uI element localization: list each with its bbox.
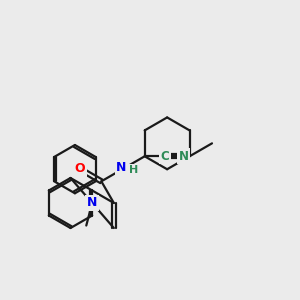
Text: N: N [87, 196, 98, 209]
Text: O: O [74, 162, 85, 175]
Text: H: H [130, 165, 139, 175]
Text: C: C [160, 150, 169, 163]
Text: N: N [178, 150, 188, 163]
Text: N: N [116, 161, 127, 174]
